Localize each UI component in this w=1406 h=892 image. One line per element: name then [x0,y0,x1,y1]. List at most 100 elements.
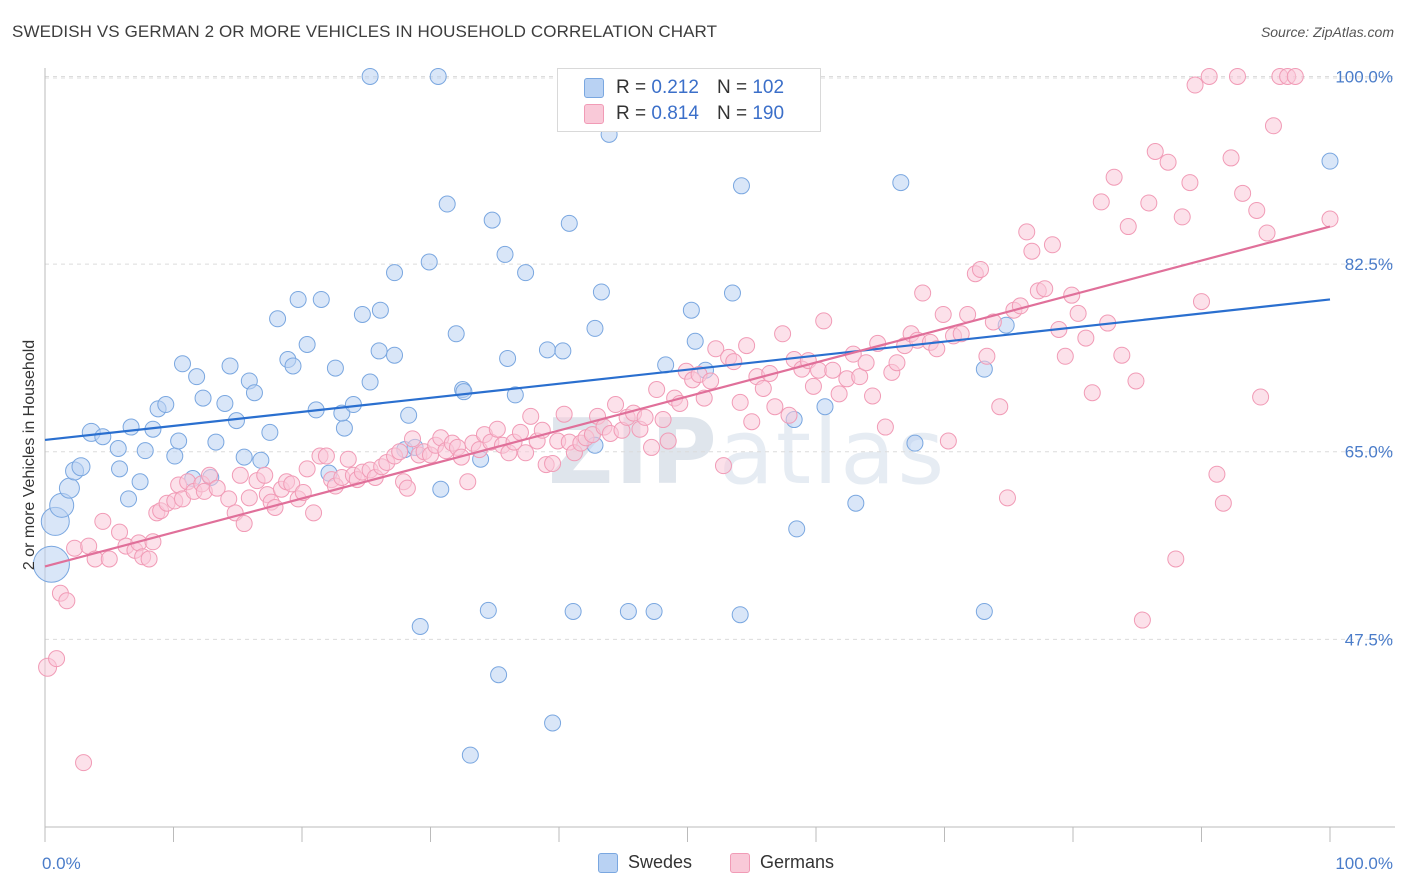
swedes-point [461,746,479,764]
swedes-point [386,264,404,282]
germans-point [1248,201,1266,219]
series-swedes [32,67,1339,764]
swedes-point [490,666,508,684]
germans-point [1133,611,1151,629]
swedes-point [479,601,497,619]
swedes-point [483,211,501,229]
swedes-point [361,373,379,391]
germans-point [283,475,301,493]
germans-legend-swatch [730,852,750,873]
trend-lines [44,225,1331,568]
germans-point [48,650,66,668]
germans-point [391,443,409,461]
swedes-point [188,368,206,386]
germans-legend-label: Germans [760,852,835,872]
swedes-point [517,264,535,282]
germans-point [511,423,529,441]
swedes-point [447,325,465,343]
germans-point [654,411,672,429]
germans-point [766,398,784,416]
swedes-point [261,423,279,441]
germans-swatch [584,104,604,124]
swedes-point [560,214,578,232]
swedes-point [686,332,704,350]
germans-point [1264,117,1282,135]
germans-point [1234,184,1252,202]
germans-point [939,432,957,450]
x-tick-label-max: 100.0% [1335,854,1393,873]
germans-point [659,432,677,450]
germans-point [998,489,1016,507]
germans-point [1173,208,1191,226]
bottom-legend-germans: Germans [730,852,834,873]
swedes-point [312,290,330,308]
swedes-point [252,451,270,469]
germans-point [208,479,226,497]
swedes-point [906,434,924,452]
germans-point [643,438,661,456]
swedes-point [438,195,456,213]
germans-point [75,754,93,772]
swedes-point [564,602,582,620]
germans-point [780,406,798,424]
germans-point [231,466,249,484]
germans-point [1159,153,1177,171]
swedes-point [58,477,80,499]
swedes-point [847,494,865,512]
germans-point [58,592,76,610]
germans-point [256,466,274,484]
germans-point [1222,149,1240,167]
swedes-point [496,245,514,263]
germans-point [1208,465,1226,483]
bottom-legend-swedes: Swedes [598,852,692,873]
germans-point [459,473,477,491]
germans-point [111,523,129,541]
germans-point [1146,143,1164,160]
y-tick-label: 100.0% [1335,67,1393,86]
germans-n-value: 190 [752,103,785,124]
germans-point [804,377,822,395]
germans-point [876,418,894,436]
germans-point [555,405,573,423]
germans-point [488,420,506,438]
germans-point [240,489,258,507]
germans-point [971,260,989,278]
swedes-point [221,357,239,375]
germans-point [743,413,761,431]
tick-labels: 47.5% 65.0% 82.5% 100.0% 0.0% 100.0% [42,67,1393,873]
germans-point [1286,67,1304,85]
swedes-point [455,383,473,401]
germans-point [648,381,666,399]
germans-point [220,490,238,508]
swedes-point [592,283,610,301]
swedes-point [645,602,663,620]
germans-point [851,368,869,386]
swedes-legend-swatch [598,852,618,873]
swedes-point [371,301,389,319]
swedes-point [420,253,438,271]
germans-point [66,539,84,557]
chart-source: Source: ZipAtlas.com [1260,24,1394,40]
swedes-point [194,389,212,407]
swedes-point [326,359,344,377]
swedes-point [298,336,316,353]
swedes-point [207,433,225,451]
swedes-point [111,460,129,478]
legend-row-swedes: R = 0.212 N = 102 [584,76,784,100]
swedes-point [284,357,302,375]
germans-point [714,457,732,475]
germans-point [1083,384,1101,402]
swedes-point [538,341,556,359]
germans-point [810,361,828,379]
swedes-point [732,177,750,195]
germans-point [888,354,906,372]
germans-point [978,347,996,365]
swedes-point [235,448,253,466]
swedes-n-value: 102 [752,77,785,98]
swedes-point [506,386,524,404]
germans-trend-line [44,225,1331,568]
germans-point [522,407,540,425]
germans-point [702,372,720,390]
germans-point [1043,236,1061,254]
correlation-legend: R = 0.212 N = 102 R = 0.814 N = 190 [557,68,821,132]
